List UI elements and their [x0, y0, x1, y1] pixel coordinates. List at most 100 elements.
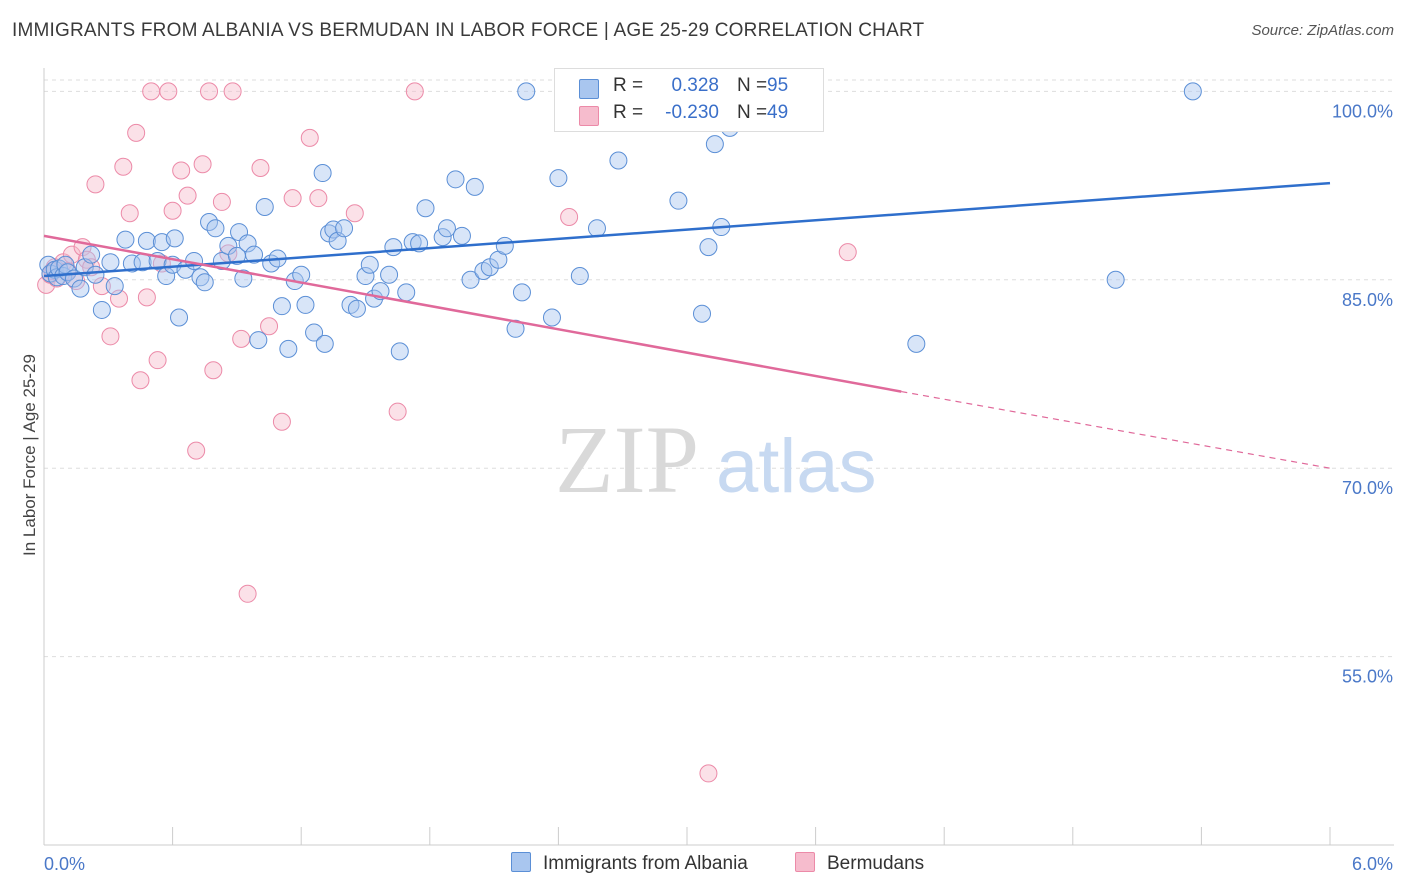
blue-swatch-icon	[579, 79, 599, 99]
albania-point	[542, 308, 561, 327]
legend-label: Bermudans	[827, 853, 925, 874]
albania-point	[512, 283, 531, 302]
albania-point	[446, 170, 465, 189]
albania-point	[255, 197, 274, 216]
albania-point	[360, 255, 379, 274]
bermudans-point	[345, 204, 364, 223]
albania-point	[206, 219, 225, 238]
albania-point	[105, 277, 124, 296]
bermudans-point	[388, 402, 407, 421]
bermudans-point	[309, 189, 328, 208]
grid-lines	[44, 79, 1394, 658]
bermudans-point	[560, 208, 579, 226]
albania-point	[296, 295, 315, 314]
albania-point	[437, 219, 456, 238]
x-tick-label: 6.0%	[1352, 854, 1393, 874]
bermudans-trend-line	[43, 234, 902, 393]
albania-point	[234, 269, 253, 288]
albania-point	[517, 82, 536, 101]
bermudans-point	[300, 128, 319, 147]
series-legend: Immigrants from Albania Bermudans	[0, 852, 1406, 878]
albania-point	[335, 219, 354, 238]
albania-point	[1183, 82, 1202, 101]
x-tick-label: 0.0%	[44, 854, 85, 874]
albania-point	[279, 339, 298, 358]
bermudans-point	[159, 82, 178, 101]
albania-point	[170, 308, 189, 327]
albania-point	[305, 323, 324, 342]
bermudans-point	[127, 123, 146, 142]
bermudans-point	[272, 412, 291, 431]
bermudans-point	[283, 189, 302, 208]
bermudans-point	[163, 201, 182, 220]
albania-point	[907, 334, 926, 353]
y-tick-label: 85.0%	[1342, 290, 1393, 310]
albania-point	[390, 342, 409, 361]
albania-point	[195, 273, 214, 292]
albania-point	[380, 265, 399, 284]
n-label: N =	[737, 75, 768, 96]
correlation-legend: R = 0.328 N = 95 R = -0.230 N = 49	[554, 68, 824, 132]
legend-item-bermudans[interactable]: Bermudans	[795, 852, 924, 875]
albania-point	[82, 245, 101, 264]
axes	[43, 68, 1394, 846]
albania-point	[465, 177, 484, 196]
bermudans-point	[405, 82, 424, 101]
albania-point	[101, 253, 120, 272]
r-value: -0.230	[665, 102, 719, 123]
y-tick-label: 100.0%	[1332, 101, 1393, 121]
albania-point	[56, 255, 75, 274]
albania-point	[549, 169, 568, 188]
albania-point	[416, 199, 435, 218]
bermudans-point	[101, 327, 120, 346]
trend-lines	[43, 181, 1331, 469]
legend-label: Immigrants from Albania	[543, 853, 748, 874]
bermudans-point	[193, 155, 212, 174]
bermudans-point	[120, 204, 139, 223]
bermudans-point	[200, 82, 219, 101]
bermudans-point	[92, 277, 111, 296]
albania-point	[384, 238, 403, 257]
pink-swatch-icon	[579, 106, 599, 126]
source-label: Source: ZipAtlas.com	[1251, 22, 1394, 39]
pink-swatch-icon	[795, 852, 815, 872]
legend-item-albania[interactable]: Immigrants from Albania	[511, 852, 748, 875]
albania-point	[86, 265, 105, 284]
n-value: 95	[767, 75, 789, 96]
bermudans-point	[223, 82, 242, 101]
albania-trend-line	[43, 181, 1331, 278]
bermudans-point	[142, 82, 161, 101]
bermudans-point	[131, 371, 150, 390]
r-value: 0.328	[671, 75, 719, 96]
bermudans-point	[204, 361, 223, 380]
albania-point	[433, 228, 452, 247]
bermudans-point	[260, 317, 279, 336]
albania-point	[452, 226, 471, 245]
albania-point	[137, 231, 156, 250]
bermudans-point	[137, 288, 156, 307]
n-value: 49	[767, 102, 789, 123]
watermark: ZIP atlas	[555, 406, 877, 513]
watermark-atlas: atlas	[716, 424, 877, 509]
albania-point	[705, 135, 724, 154]
albania-point	[1106, 270, 1125, 289]
albania-point	[356, 267, 375, 286]
albania-point	[272, 297, 291, 316]
bermudans-point	[114, 157, 133, 176]
bermudans-point	[232, 329, 251, 348]
albania-point	[609, 151, 628, 170]
albania-point	[116, 230, 135, 249]
albania-point	[313, 164, 332, 183]
y-tick-label: 70.0%	[1342, 478, 1393, 498]
bermudans-point	[838, 243, 857, 262]
chart-title: IMMIGRANTS FROM ALBANIA VS BERMUDAN IN L…	[12, 20, 925, 41]
bermudans-point	[172, 161, 191, 180]
albania-point	[245, 245, 264, 264]
albania-point	[570, 267, 589, 286]
albania-point	[71, 279, 90, 298]
y-tick-label: 55.0%	[1342, 667, 1393, 687]
albania-point	[397, 283, 416, 302]
r-label: R =	[613, 102, 644, 123]
albania-point	[92, 300, 111, 319]
